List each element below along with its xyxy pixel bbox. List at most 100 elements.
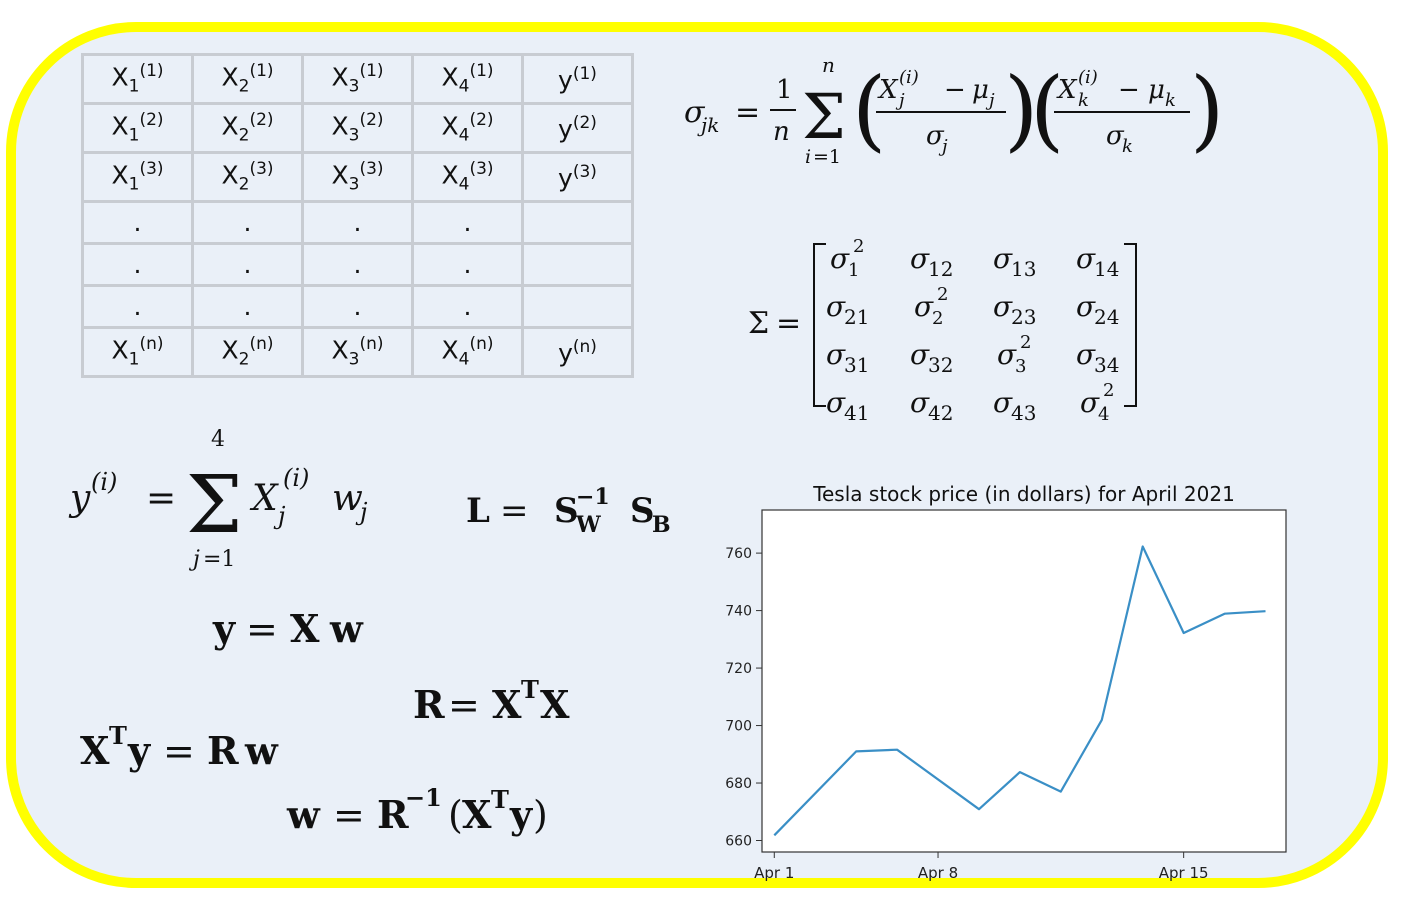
svg-text:1: 1 [848, 260, 859, 281]
svg-text:jk: jk [697, 113, 719, 137]
svg-text:=: = [163, 729, 195, 773]
table-row: X1(3) X2(3) X3(3) X4(3) y(3) [81, 151, 634, 203]
svg-text:41: 41 [844, 401, 869, 425]
svg-text:S: S [630, 491, 655, 531]
svg-text:2: 2 [1103, 380, 1114, 401]
svg-text:X: X [1056, 75, 1078, 105]
table-cell: . [301, 284, 414, 329]
table-row: X1(2) X2(2) X3(2) X4(2) y(2) [81, 102, 634, 154]
svg-text:43: 43 [1011, 401, 1036, 425]
svg-text:−: − [944, 75, 966, 105]
y-tick-label: 740 [725, 604, 752, 620]
svg-text:=1: =1 [813, 146, 841, 168]
series-line-group [773, 545, 1266, 837]
svg-text:j: j [985, 90, 995, 111]
svg-text:y: y [509, 792, 533, 837]
cell-subscript: 4 [458, 349, 470, 370]
svg-text:2: 2 [932, 308, 943, 329]
lda-formula: L = S W −1 S B [466, 484, 671, 538]
y-sum-formula: y (i) = 4 Σ j =1 X (i) j w j [68, 427, 368, 572]
svg-text:y: y [212, 606, 236, 651]
svg-text:14: 14 [1094, 257, 1119, 281]
y-tick-label: 660 [725, 834, 752, 850]
svg-text:2: 2 [1020, 332, 1031, 353]
cell-superscript: (1) [139, 61, 164, 82]
svg-text:(: ( [1030, 58, 1064, 161]
cell-symbol: X [111, 62, 129, 92]
svg-text:(: ( [852, 58, 886, 161]
svg-text:34: 34 [1094, 353, 1119, 377]
cell-symbol: X [221, 335, 239, 365]
svg-text:): ) [1004, 58, 1038, 161]
covariance-matrix-formula: Σ = σ12 σ12 σ13 σ14 σ21 σ22 σ23 σ24 σ31 … [748, 236, 1137, 425]
cell-superscript: (1) [249, 61, 274, 82]
x-tick-label: Apr 1 [754, 864, 794, 882]
svg-text:σ: σ [993, 242, 1013, 275]
cell-symbol: . [133, 292, 142, 321]
table-cell [521, 242, 634, 287]
svg-text:Σ: Σ [186, 458, 243, 551]
table-cell [521, 284, 634, 329]
table-row: .... [81, 242, 634, 287]
chart-title: Tesla stock price (in dollars) for April… [812, 482, 1235, 506]
cell-superscript: (2) [139, 110, 164, 131]
cell-subscript: 3 [348, 76, 360, 97]
table-row: X1(n) X2(n) X3(n) X4(n) y(n) [81, 326, 634, 378]
svg-text:42: 42 [928, 401, 953, 425]
cell-symbol: . [463, 208, 472, 237]
y-axis: 660 680 700 720 740 760 [725, 546, 762, 850]
svg-text:T: T [109, 721, 127, 750]
cell-superscript: (2) [249, 110, 274, 131]
svg-text:R: R [413, 682, 445, 727]
cell-symbol: X [331, 335, 349, 365]
svg-text:−: − [1118, 75, 1140, 105]
svg-text:(i): (i) [91, 468, 117, 496]
svg-text:j: j [938, 136, 948, 157]
cell-subscript: 3 [348, 349, 360, 370]
cell-symbol: X [331, 160, 349, 190]
cell-symbol: X [441, 160, 459, 190]
svg-text:σ: σ [1076, 338, 1096, 371]
cell-symbol: X [441, 62, 459, 92]
cell-superscript: (n) [139, 334, 164, 355]
cell-subscript: 4 [458, 174, 470, 195]
w-solution-formula: w = R −1 ( X T y ) [286, 783, 548, 837]
cell-symbol: X [331, 62, 349, 92]
svg-text:=1: =1 [203, 547, 235, 572]
plot-area [761, 509, 1287, 853]
normal-equation-formula: X T y = R w [80, 721, 279, 773]
table-cell: X1(3) [81, 151, 194, 203]
svg-text:(: ( [448, 793, 463, 837]
svg-text:k: k [1122, 136, 1133, 157]
table-cell: . [191, 242, 304, 287]
svg-text:12: 12 [928, 257, 953, 281]
x-tick-label: Apr 15 [1159, 864, 1209, 882]
table-cell: X2(n) [191, 326, 304, 378]
svg-text:σ: σ [926, 121, 945, 151]
table-cell: . [411, 242, 524, 287]
svg-text:2: 2 [937, 284, 948, 305]
cell-subscript: 2 [238, 76, 250, 97]
svg-text:σ: σ [1080, 386, 1100, 419]
svg-text:−1: −1 [405, 783, 442, 812]
svg-text:W: W [575, 512, 601, 538]
svg-text:w: w [332, 478, 363, 519]
table-cell: y(2) [521, 102, 634, 154]
cell-symbol: X [221, 160, 239, 190]
cell-symbol: . [463, 292, 472, 321]
cell-subscript: 2 [238, 349, 250, 370]
svg-text:σ: σ [684, 95, 706, 130]
svg-text:σ: σ [830, 242, 850, 275]
table-cell: X3(2) [301, 102, 414, 154]
cell-symbol: . [133, 208, 142, 237]
cell-symbol: . [353, 250, 362, 279]
svg-text:σ: σ [993, 386, 1013, 419]
y-tick-label: 760 [725, 546, 752, 562]
svg-text:i: i [805, 146, 811, 168]
y-tick-label: 680 [725, 776, 752, 792]
svg-text:13: 13 [1011, 257, 1036, 281]
svg-text:24: 24 [1094, 305, 1119, 329]
svg-text:σ: σ [997, 338, 1017, 371]
svg-text:X: X [492, 682, 522, 727]
svg-text:y: y [127, 728, 151, 773]
